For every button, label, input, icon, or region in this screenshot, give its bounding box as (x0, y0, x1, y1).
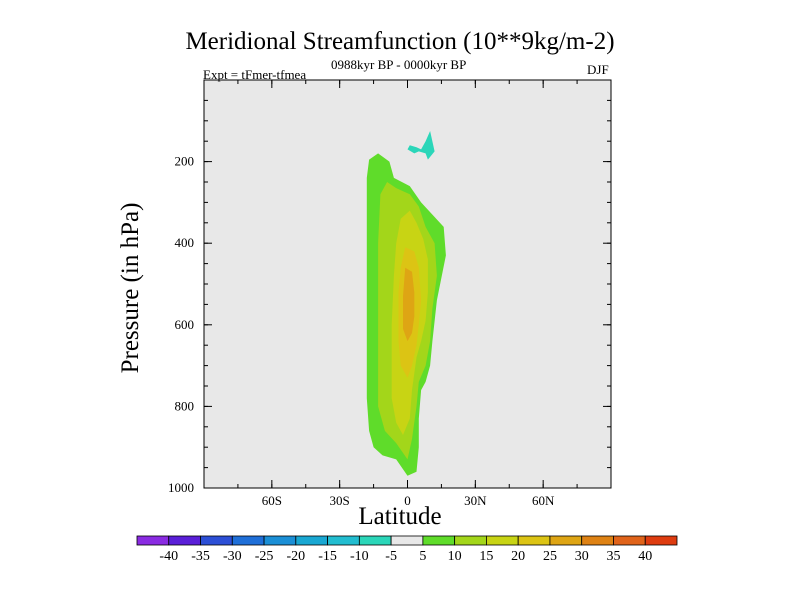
y-axis-label: Pressure (in hPa) (117, 202, 144, 374)
colorbar-label: -15 (318, 549, 337, 564)
colorbar-label: -40 (159, 549, 178, 564)
colorbar-swatch (263, 535, 297, 546)
y-tick-label: 600 (175, 317, 195, 332)
x-tick-label: 60N (532, 493, 555, 508)
colorbar-swatch (454, 535, 487, 546)
contour-region-level--5 (407, 131, 435, 160)
colorbar-swatch (358, 535, 392, 546)
y-tick-label: 1000 (168, 480, 194, 495)
colorbar-label: 30 (575, 549, 589, 564)
experiment-label: Expt = tFmer-tfmea (203, 67, 307, 82)
colorbar-swatch (549, 535, 583, 546)
x-axis-label: Latitude (358, 503, 442, 530)
colorbar-swatch (613, 535, 646, 546)
colorbar-swatch (422, 535, 456, 546)
colorbar-label: 5 (419, 549, 426, 564)
colorbar-swatch (327, 535, 360, 546)
colorbar-swatch (200, 535, 233, 546)
colorbar-label: -5 (385, 549, 397, 564)
colorbar-label: -10 (350, 549, 369, 564)
colorbar-label: 20 (511, 549, 525, 564)
colorbar-swatch (390, 535, 424, 546)
axis-ticks: 60S 30S 0 30N 60N 200 400 600 800 1000 (168, 80, 611, 508)
x-tick-label: 30S (330, 493, 350, 508)
colorbar-swatch (231, 535, 265, 546)
colorbar-swatch (168, 535, 201, 546)
y-tick-label: 200 (175, 154, 195, 169)
colorbar-label: 25 (543, 549, 557, 564)
contour-region-level-25 (403, 267, 415, 342)
colorbar-swatch (486, 535, 519, 546)
x-tick-label: 60S (262, 493, 282, 508)
colorbar-swatch (295, 535, 328, 546)
colorbar-swatch (644, 535, 678, 546)
colorbar-label: 35 (606, 549, 620, 564)
y-tick-label: 800 (175, 398, 195, 413)
x-tick-label: 0 (404, 493, 411, 508)
season-label: DJF (587, 62, 609, 77)
colorbar-swatch (136, 535, 170, 546)
x-tick-label: 30N (464, 493, 487, 508)
colorbar-label: 40 (638, 549, 652, 564)
time-range-label: 0988kyr BP - 0000kyr BP (331, 57, 467, 72)
colorbar-label: -25 (255, 549, 274, 564)
colorbar-label: 10 (448, 549, 462, 564)
colorbar: -40 -35 -30 -25 -20 -15 -10 -5 5 10 15 20 25 30 35 40 (136, 535, 678, 564)
colorbar-label: 15 (479, 549, 493, 564)
colorbar-label: -20 (286, 549, 305, 564)
y-tick-label: 400 (175, 235, 195, 250)
colorbar-label: -30 (223, 549, 242, 564)
colorbar-swatch (517, 535, 551, 546)
chart-title: Meridional Streamfunction (10**9kg/m-2) (185, 28, 615, 55)
contour-regions (366, 131, 446, 476)
colorbar-label: -35 (191, 549, 210, 564)
colorbar-swatch (581, 535, 614, 546)
